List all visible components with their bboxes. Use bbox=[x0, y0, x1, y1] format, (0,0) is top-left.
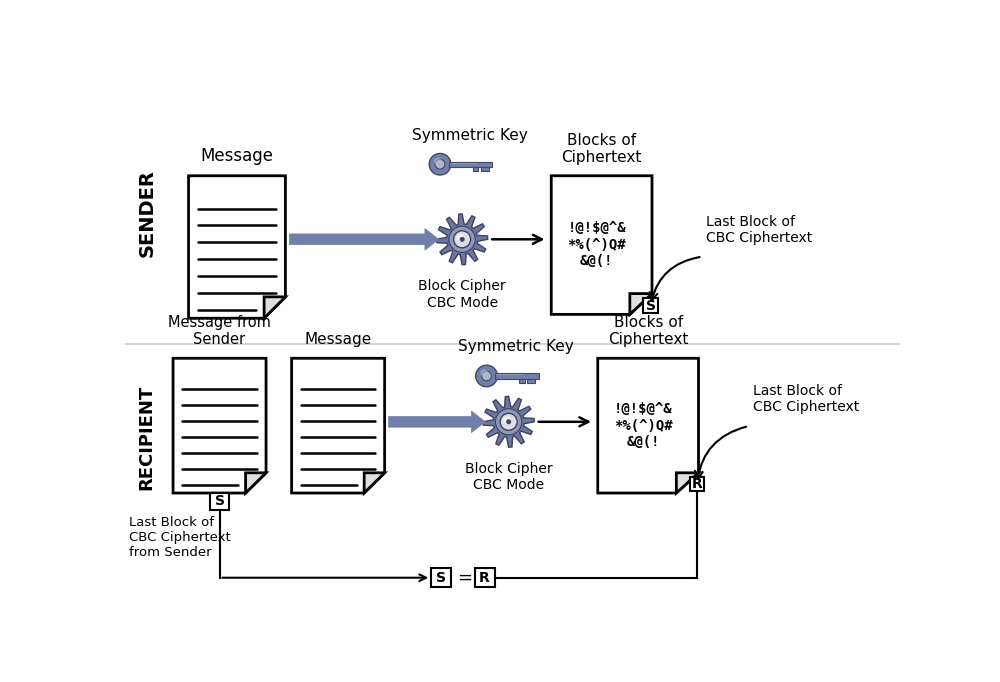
Polygon shape bbox=[173, 358, 266, 493]
Text: !@!$@^&: !@!$@^& bbox=[614, 402, 672, 417]
Polygon shape bbox=[189, 176, 285, 318]
Circle shape bbox=[449, 226, 475, 252]
Circle shape bbox=[482, 371, 491, 381]
Polygon shape bbox=[246, 473, 266, 493]
Bar bbox=[449, 162, 492, 167]
Text: &@(!: &@(! bbox=[626, 435, 660, 449]
Polygon shape bbox=[289, 228, 439, 250]
Text: Message from
Sender: Message from Sender bbox=[168, 315, 271, 348]
Text: *%(^)Q#: *%(^)Q# bbox=[614, 419, 672, 432]
Circle shape bbox=[435, 160, 445, 169]
Circle shape bbox=[481, 370, 488, 377]
Text: Block Cipher
CBC Mode: Block Cipher CBC Mode bbox=[418, 280, 506, 310]
Text: R: R bbox=[479, 571, 490, 584]
Bar bbox=[495, 373, 539, 379]
Circle shape bbox=[495, 409, 522, 435]
Text: Message: Message bbox=[200, 147, 273, 165]
Text: S: S bbox=[646, 299, 656, 312]
Bar bbox=[527, 379, 535, 383]
Text: Last Block of
CBC Ciphertext: Last Block of CBC Ciphertext bbox=[706, 215, 812, 245]
Polygon shape bbox=[630, 293, 652, 314]
Text: Blocks of
Ciphertext: Blocks of Ciphertext bbox=[608, 315, 688, 348]
Bar bbox=[431, 569, 451, 587]
Text: &@(!: &@(! bbox=[580, 254, 613, 268]
Circle shape bbox=[500, 413, 517, 430]
Circle shape bbox=[476, 365, 497, 387]
Text: RECIPIENT: RECIPIENT bbox=[138, 385, 156, 490]
Polygon shape bbox=[598, 358, 698, 493]
Circle shape bbox=[460, 237, 464, 241]
Text: !@!$@^&: !@!$@^& bbox=[567, 222, 626, 235]
Bar bbox=[519, 379, 525, 383]
Text: Message: Message bbox=[304, 333, 372, 348]
Text: R: R bbox=[692, 477, 702, 491]
Polygon shape bbox=[292, 358, 385, 493]
Circle shape bbox=[454, 231, 471, 248]
Bar bbox=[643, 298, 658, 313]
Text: S: S bbox=[436, 571, 446, 584]
Bar bbox=[473, 167, 478, 171]
Circle shape bbox=[503, 416, 511, 424]
Circle shape bbox=[457, 234, 464, 241]
Text: S: S bbox=[215, 494, 225, 509]
Polygon shape bbox=[437, 214, 488, 265]
Circle shape bbox=[434, 158, 442, 165]
Polygon shape bbox=[676, 473, 698, 493]
Text: *%(^)Q#: *%(^)Q# bbox=[567, 237, 626, 252]
Text: Last Block of
CBC Ciphertext
from Sender: Last Block of CBC Ciphertext from Sender bbox=[129, 516, 231, 559]
Bar bbox=[210, 493, 229, 510]
Bar bbox=[690, 477, 704, 492]
Text: Symmetric Key: Symmetric Key bbox=[412, 128, 528, 143]
Circle shape bbox=[506, 419, 511, 424]
Polygon shape bbox=[364, 473, 385, 493]
Text: Block Cipher
CBC Mode: Block Cipher CBC Mode bbox=[465, 462, 552, 492]
Polygon shape bbox=[483, 396, 534, 447]
Polygon shape bbox=[388, 411, 485, 432]
Text: Last Block of
CBC Ciphertext: Last Block of CBC Ciphertext bbox=[753, 384, 859, 415]
Text: =: = bbox=[457, 569, 472, 587]
Text: SENDER: SENDER bbox=[137, 169, 156, 257]
Bar bbox=[481, 167, 489, 171]
Bar bbox=[451, 162, 477, 164]
Polygon shape bbox=[551, 176, 652, 314]
Circle shape bbox=[429, 153, 451, 175]
Text: Symmetric Key: Symmetric Key bbox=[458, 340, 574, 355]
Polygon shape bbox=[264, 297, 285, 318]
Bar bbox=[497, 374, 524, 376]
Text: Blocks of
Ciphertext: Blocks of Ciphertext bbox=[561, 132, 642, 165]
Bar bbox=[475, 569, 495, 587]
